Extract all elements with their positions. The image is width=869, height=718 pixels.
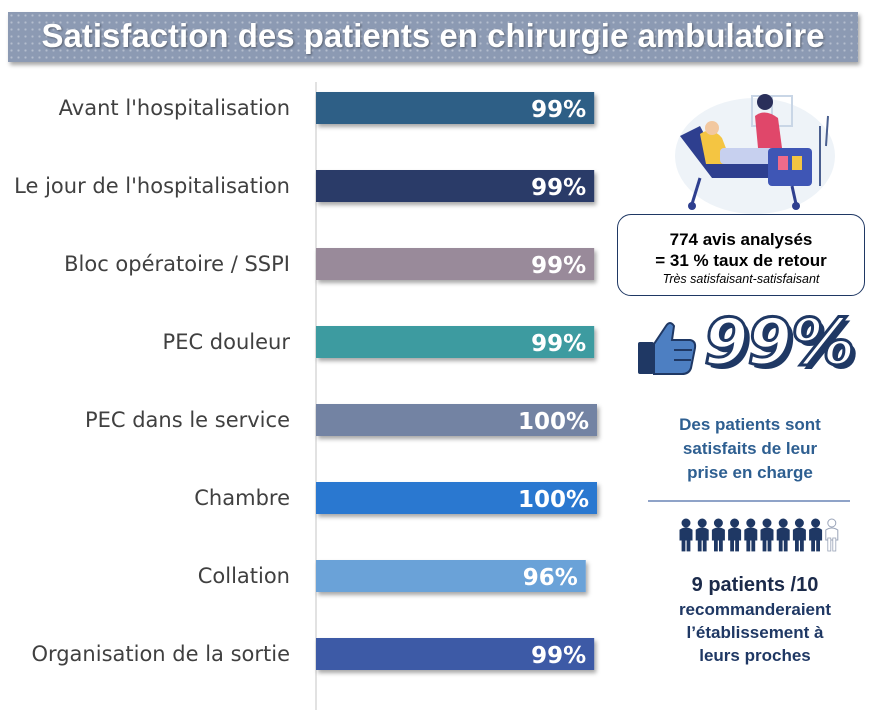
people-icon	[679, 518, 839, 552]
satisfaction-text-line: Des patients sont	[679, 415, 821, 434]
person-icon	[776, 518, 790, 552]
recommendation-line: l’établissement à	[686, 623, 824, 642]
thumbs-up-icon	[638, 322, 697, 375]
category-label: Chambre	[194, 486, 290, 510]
divider	[648, 500, 850, 502]
person-icon	[728, 518, 742, 552]
bar	[316, 326, 595, 358]
category-label: Organisation de la sortie	[31, 642, 290, 666]
value-label: 99%	[531, 253, 586, 279]
category-label: PEC douleur	[163, 330, 291, 354]
reviews-count: 774 avis analysés	[669, 230, 813, 249]
recommendation: 9 patients /10 recommanderaient l’établi…	[640, 572, 869, 667]
bar	[316, 248, 595, 280]
bar	[316, 482, 597, 514]
bar	[316, 560, 586, 592]
category-label: Avant l'hospitalisation	[59, 96, 290, 120]
bar	[316, 638, 595, 670]
person-icon	[760, 518, 774, 552]
recommendation-head: 9 patients /10	[691, 574, 819, 596]
category-label: Le jour de l'hospitalisation	[14, 174, 290, 198]
category-label: PEC dans le service	[85, 408, 290, 432]
hospital-bed-illustration	[675, 94, 835, 214]
person-icon	[792, 518, 806, 552]
stats-note: Très satisfaisant-satisfaisant	[662, 272, 820, 286]
bar	[316, 404, 597, 436]
satisfaction-text-line: satisfaits de leur	[682, 439, 818, 458]
stats-box: 774 avis analysés = 31 % taux de retour …	[617, 214, 865, 296]
return-rate: = 31 % taux de retour	[655, 251, 827, 270]
satisfaction-percent: 99%	[702, 305, 856, 382]
value-label: 99%	[531, 97, 586, 123]
person-icon	[744, 518, 758, 552]
title-banner: Satisfaction des patients en chirurgie a…	[8, 12, 858, 62]
bar	[316, 92, 595, 124]
value-label: 96%	[523, 565, 578, 591]
recommendation-line: recommanderaient	[678, 600, 832, 619]
person-icon	[825, 518, 839, 552]
category-label: Collation	[198, 564, 290, 588]
value-label: 99%	[531, 643, 586, 669]
person-icon	[809, 518, 823, 552]
page-title: Satisfaction des patients en chirurgie a…	[41, 17, 825, 54]
value-label: 100%	[518, 409, 589, 435]
value-label: 99%	[531, 175, 586, 201]
person-icon	[679, 518, 693, 552]
bar	[316, 170, 595, 202]
bar-chart: Avant l'hospitalisation 99% Le jour de l'h…	[14, 82, 597, 710]
recommendation-line: leurs proches	[699, 646, 811, 665]
satisfaction-text-line: prise en charge	[687, 463, 813, 482]
person-icon	[711, 518, 725, 552]
category-label: Bloc opératoire / SSPI	[64, 252, 290, 276]
value-label: 99%	[531, 331, 586, 357]
value-label: 100%	[518, 487, 589, 513]
satisfaction-text: Des patients sont satisfaits de leur pri…	[640, 413, 860, 485]
person-icon	[695, 518, 709, 552]
